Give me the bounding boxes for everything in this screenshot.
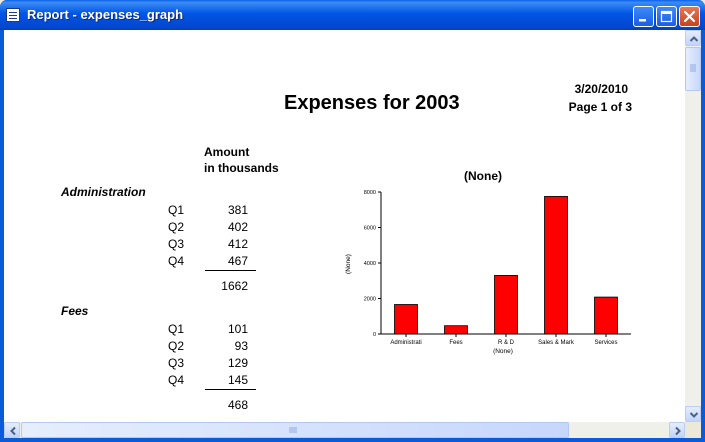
arrow-up-icon <box>689 36 699 42</box>
amount-header-line1: Amount <box>204 145 250 159</box>
amount-value: 412 <box>227 237 248 251</box>
quarter-label: Q1 <box>167 322 184 336</box>
report-icon <box>6 8 20 22</box>
maximize-button[interactable] <box>656 6 677 27</box>
amount-value: 402 <box>227 220 248 234</box>
x-tick-label: Administrati <box>390 340 421 346</box>
amount-value: 145 <box>227 373 248 387</box>
amount-value: 467 <box>227 254 248 268</box>
bar <box>594 296 618 335</box>
group-name: Fees <box>61 304 89 318</box>
y-tick-label: 2000 <box>364 297 376 303</box>
vertical-scroll-thumb[interactable] <box>685 47 701 91</box>
bar <box>544 196 568 335</box>
scroll-left-button[interactable] <box>4 422 20 438</box>
bar <box>444 325 468 335</box>
arrow-down-icon <box>689 412 699 418</box>
x-tick-label: Services <box>594 340 617 346</box>
page-number: Page 1 of 3 <box>568 100 632 114</box>
scroll-right-button[interactable] <box>669 422 685 438</box>
close-button[interactable] <box>679 6 700 27</box>
quarter-label: Q4 <box>167 373 184 387</box>
report-heading: Expenses for 2003 <box>284 92 460 114</box>
amount-value: 101 <box>227 322 248 336</box>
bar <box>394 304 418 335</box>
y-tick-label: 8000 <box>364 190 376 196</box>
amount-value: 93 <box>234 339 248 353</box>
report-date: 3/20/2010 <box>574 82 628 96</box>
subtotal-rule <box>205 270 256 271</box>
minimize-icon <box>639 19 646 22</box>
horizontal-scrollbar[interactable] <box>4 422 685 438</box>
minimize-button[interactable] <box>633 6 654 27</box>
window-title: Report - expenses_graph <box>27 7 184 22</box>
amount-value: 129 <box>227 356 248 370</box>
grip-icon <box>289 427 297 433</box>
amount-header-line2: in thousands <box>204 161 279 175</box>
quarter-label: Q1 <box>167 203 184 217</box>
quarter-label: Q3 <box>167 356 184 370</box>
y-tick-label: 6000 <box>364 226 376 232</box>
horizontal-scroll-thumb[interactable] <box>21 422 569 438</box>
quarter-label: Q2 <box>167 339 184 353</box>
group-total: 468 <box>227 398 248 412</box>
x-tick-label: Sales & Mark <box>538 340 575 346</box>
x-tick-label: R & D <box>498 340 515 346</box>
arrow-right-icon <box>675 426 681 436</box>
arrow-left-icon <box>10 426 16 436</box>
grip-icon <box>690 64 696 72</box>
subtotal-rule <box>205 389 256 390</box>
vertical-scrollbar[interactable] <box>685 30 701 422</box>
group-name: Administration <box>61 185 146 199</box>
amount-value: 381 <box>227 203 248 217</box>
report-viewer: 3/20/2010 Page 1 of 3 Expenses for 2003 … <box>4 30 701 438</box>
title-bar[interactable]: Report - expenses_graph <box>0 0 705 30</box>
x-tick-label: Fees <box>449 340 462 346</box>
scroll-down-button[interactable] <box>685 406 701 422</box>
expenses-bar-chart: (None) (None) (None) 0 2000 4000 6000 8000 Ad… <box>345 169 631 355</box>
y-axis-label: (None) <box>345 254 352 274</box>
y-tick-label: 0 <box>373 332 376 338</box>
quarter-label: Q4 <box>167 254 184 268</box>
x-axis-label: (None) <box>493 348 513 355</box>
y-tick-label: 4000 <box>364 261 376 267</box>
quarter-label: Q2 <box>167 220 184 234</box>
scrollbar-corner <box>685 422 701 438</box>
report-page: 3/20/2010 Page 1 of 3 Expenses for 2003 … <box>4 30 685 422</box>
group-total: 1662 <box>221 279 248 293</box>
maximize-icon <box>660 10 673 23</box>
scroll-up-button[interactable] <box>685 30 701 46</box>
chart-title: (None) <box>464 169 502 183</box>
close-icon <box>683 10 696 23</box>
quarter-label: Q3 <box>167 237 184 251</box>
bar <box>494 275 518 335</box>
